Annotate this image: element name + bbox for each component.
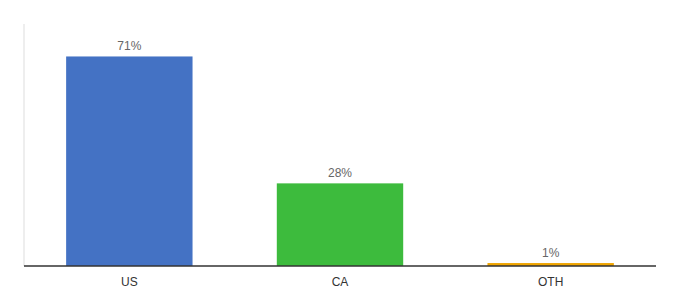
bars: [66, 56, 614, 266]
x-tick-label: US: [121, 275, 138, 289]
x-tick-label: OTH: [538, 275, 563, 289]
bar: [66, 56, 192, 266]
bar: [277, 183, 403, 266]
data-label: 28%: [328, 166, 352, 180]
page: {"chart_data": {"type": "bar", "categori…: [0, 0, 680, 300]
y-range-line: [24, 24, 25, 266]
data-label: 71%: [117, 39, 141, 53]
data-label: 1%: [542, 246, 560, 260]
chart-container: 71% 28% 1% US CA OTH: [0, 0, 680, 300]
x-axis-line: [24, 265, 656, 267]
chart: 71% 28% 1% US CA OTH: [0, 0, 680, 300]
x-tick-label: CA: [332, 275, 349, 289]
plot: 71% 28% 1% US CA OTH: [24, 24, 656, 289]
